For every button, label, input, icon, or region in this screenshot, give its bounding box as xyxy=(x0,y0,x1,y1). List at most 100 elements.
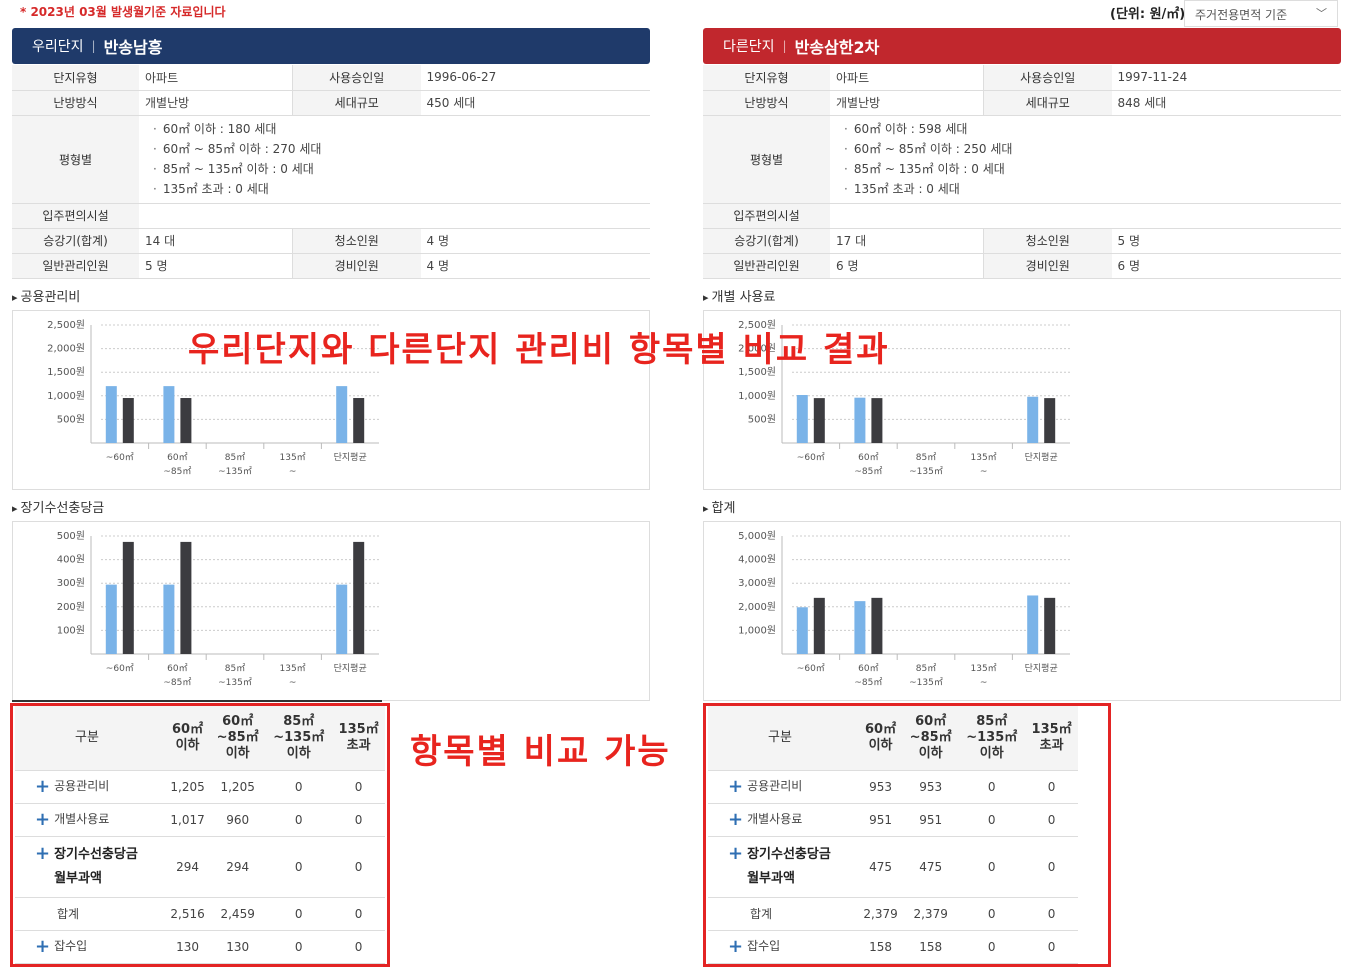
info-label: 일반관리인원 xyxy=(703,253,830,279)
data-basis-note: * 2023년 03월 발생월기준 자료입니다 xyxy=(20,5,226,19)
y-tick-label: 500원 xyxy=(57,413,85,425)
comparison-row-label: 합계 xyxy=(708,897,858,931)
comparison-row[interactable]: + 장기수선충당금 월부과액 294 294 0 0 xyxy=(15,836,385,898)
y-tick-label: 3,000원 xyxy=(738,577,776,589)
expand-plus-icon[interactable]: + xyxy=(35,842,51,864)
comparison-row: 합계 2,379 2,379 0 0 xyxy=(708,897,1078,931)
complex-name: 반송남흥 xyxy=(103,38,163,57)
our-complex-panel: 우리단지 | 반송남흥 단지유형 아파트 사용승인일 1996-06-27 난방… xyxy=(12,28,650,701)
info-label: 평형별 xyxy=(12,115,139,204)
comparison-value: 2,516 xyxy=(165,897,211,931)
info-label: 평형별 xyxy=(703,115,830,204)
expand-plus-icon[interactable]: + xyxy=(35,809,51,830)
x-tick-label: ~135㎡ xyxy=(909,466,943,477)
comparison-row[interactable]: + 장기수선충당금 월부과액 475 475 0 0 xyxy=(708,836,1078,898)
expand-plus-icon[interactable]: + xyxy=(728,842,744,864)
chart-svg: 500원 1,000원 1,500원 2,000원 2,500원 ~60㎡ 60㎡ ~85㎡ 8… xyxy=(738,319,1070,477)
x-tick-label: ~135㎡ xyxy=(218,466,252,477)
comparison-row[interactable]: + 개별사용료 1,017 960 0 0 xyxy=(15,803,385,837)
comparison-value: 0 xyxy=(958,836,1026,898)
size-list-cell: 60㎡ 이하 : 598 세대 60㎡ ~ 85㎡ 이하 : 250 세대 85… xyxy=(830,115,1341,204)
x-tick-label: ~ xyxy=(980,467,988,477)
y-tick-label: 1,000원 xyxy=(47,389,85,401)
comparison-row[interactable]: + 잡수입 130 130 0 0 xyxy=(15,930,385,964)
total-chart: 1,000원 2,000원 3,000원 4,000원 5,000원 ~60㎡ 60㎡ ~85… xyxy=(703,520,1341,701)
comparison-value: 0 xyxy=(332,803,385,837)
comparison-row-label: + 개별사용료 xyxy=(15,803,165,837)
x-tick-label: ~ xyxy=(289,678,297,688)
info-value xyxy=(830,203,1341,229)
info-label: 사용승인일 xyxy=(983,65,1112,91)
comparison-header-cell: 60㎡ 이하 xyxy=(858,706,904,771)
y-tick-label: 1,000원 xyxy=(738,389,776,401)
y-tick-label: 2,000원 xyxy=(738,600,776,612)
comparison-header-cell: 60㎡ ~85㎡ 이하 xyxy=(210,706,266,771)
expand-plus-icon[interactable]: + xyxy=(35,776,51,797)
y-tick-label: 100원 xyxy=(57,624,85,636)
info-value: 6 명 xyxy=(1111,253,1341,279)
x-tick-label: ~60㎡ xyxy=(797,452,825,463)
bar xyxy=(1044,397,1056,443)
x-tick-label: 60㎡ xyxy=(858,663,878,674)
x-tick-label: 135㎡ xyxy=(280,663,306,674)
comparison-value: 0 xyxy=(1025,803,1078,837)
comparison-row-label: + 잡수입 xyxy=(15,930,165,964)
comparison-value: 0 xyxy=(958,897,1026,931)
comparison-value: 0 xyxy=(958,803,1026,837)
size-item: 60㎡ 이하 : 180 세대 xyxy=(153,119,650,139)
complex-header: 우리단지 | 반송남흥 xyxy=(12,28,650,64)
expand-plus-icon[interactable]: + xyxy=(35,936,51,957)
x-tick-label: 85㎡ xyxy=(916,452,936,463)
info-label: 청소인원 xyxy=(983,228,1112,254)
info-label: 세대규모 xyxy=(983,90,1112,116)
row-label-text: 장기수선충당금 월부과액 xyxy=(54,846,138,886)
x-tick-label: 60㎡ xyxy=(167,663,187,674)
expand-plus-icon[interactable]: + xyxy=(728,809,744,830)
comparison-value: 130 xyxy=(165,930,211,964)
comparison-row[interactable]: + 공용관리비 953 953 0 0 xyxy=(708,770,1078,804)
x-tick-label: 단지평균 xyxy=(1025,663,1058,674)
x-tick-label: 단지평균 xyxy=(334,663,367,674)
info-label: 청소인원 xyxy=(292,228,421,254)
comparison-header-cell: 60㎡ 이하 xyxy=(165,706,211,771)
info-label: 일반관리인원 xyxy=(12,253,139,279)
y-tick-label: 1,000원 xyxy=(738,624,776,636)
comparison-row[interactable]: + 개별사용료 951 951 0 0 xyxy=(708,803,1078,837)
size-item: 135㎡ 초과 : 0 세대 xyxy=(844,179,1341,199)
comparison-row-label: 합계 xyxy=(15,897,165,931)
x-tick-label: 85㎡ xyxy=(225,452,245,463)
bar xyxy=(1027,594,1039,654)
bar xyxy=(122,397,134,443)
expand-plus-icon[interactable]: + xyxy=(728,936,744,957)
y-tick-label: 300원 xyxy=(57,577,85,589)
expand-plus-icon[interactable]: + xyxy=(728,776,744,797)
annotation-title: 우리단지와 다른단지 관리비 항목별 비교 결과 xyxy=(188,330,890,370)
comparison-header-row: 구분 60㎡ 이하 60㎡ ~85㎡ 이하 85㎡ ~135㎡ 이하 135㎡ 초과 xyxy=(15,706,385,771)
size-item: 60㎡ ~ 85㎡ 이하 : 250 세대 xyxy=(844,139,1341,159)
comparison-table: 구분 60㎡ 이하 60㎡ ~85㎡ 이하 85㎡ ~135㎡ 이하 135㎡ 초과 + 공용관리비 1,… xyxy=(15,706,385,964)
chart-svg: 500원 1,000원 1,500원 2,000원 2,500원 ~60㎡ 60㎡ ~85㎡ 8… xyxy=(47,319,379,477)
complex-kind: 다른단지 xyxy=(723,39,775,55)
size-list: 60㎡ 이하 : 180 세대 60㎡ ~ 85㎡ 이하 : 270 세대 85… xyxy=(145,119,650,199)
comparison-value: 0 xyxy=(332,770,385,804)
comparison-value: 294 xyxy=(210,836,266,898)
y-tick-label: 400원 xyxy=(57,553,85,565)
bar xyxy=(163,385,175,443)
info-label: 단지유형 xyxy=(12,65,139,91)
comparison-value: 0 xyxy=(332,930,385,964)
comparison-header-cell: 구분 xyxy=(15,706,165,771)
x-tick-label: ~85㎡ xyxy=(163,677,191,688)
info-value: 6 명 xyxy=(830,253,984,279)
x-tick-label: ~85㎡ xyxy=(163,466,191,477)
area-basis-select[interactable]: 주거전용면적 기준 ﹀ xyxy=(1184,0,1338,27)
right-comparison-panel: 구분 60㎡ 이하 60㎡ ~85㎡ 이하 85㎡ ~135㎡ 이하 135㎡ 초과 + 공용관리비 95… xyxy=(703,703,1111,967)
bar xyxy=(122,541,134,654)
comparison-row[interactable]: + 잡수입 158 158 0 0 xyxy=(708,930,1078,964)
y-tick-label: 1,500원 xyxy=(47,366,85,378)
comparison-value: 0 xyxy=(265,930,333,964)
comparison-row[interactable]: + 공용관리비 1,205 1,205 0 0 xyxy=(15,770,385,804)
comparison-header-row: 구분 60㎡ 이하 60㎡ ~85㎡ 이하 85㎡ ~135㎡ 이하 135㎡ 초과 xyxy=(708,706,1078,771)
info-label: 세대규모 xyxy=(292,90,421,116)
bar xyxy=(854,397,866,443)
y-tick-label: 2,500원 xyxy=(738,319,776,331)
